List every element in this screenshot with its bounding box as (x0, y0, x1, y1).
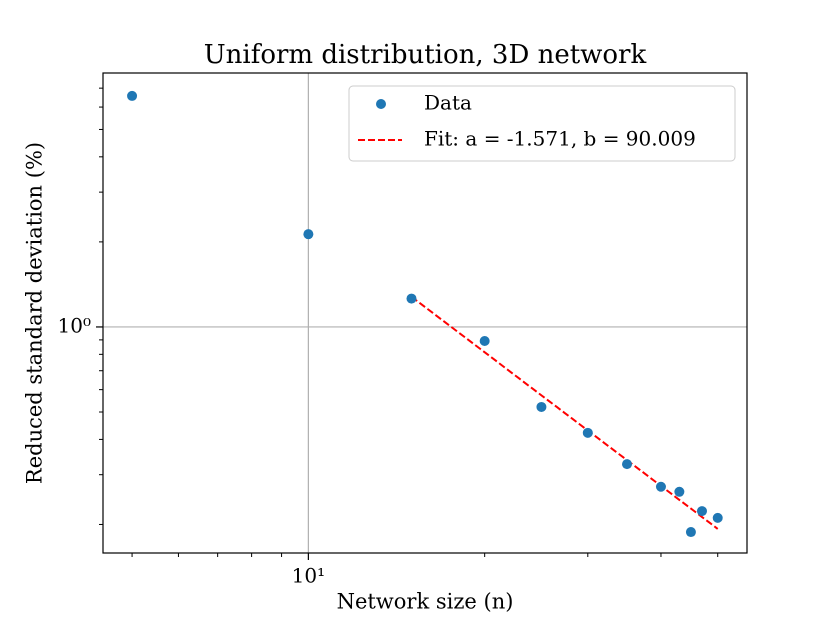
data-point (303, 229, 314, 240)
data-point (479, 335, 490, 346)
legend-box (348, 85, 736, 162)
legend-marker (376, 99, 386, 109)
chart-title: Uniform distribution, 3D network (204, 40, 647, 70)
legend-label: Fit: a = -1.571, b = 90.009 (424, 127, 696, 151)
data-point (536, 401, 547, 412)
fit-line (410, 296, 719, 530)
data-point (406, 293, 417, 304)
data-point (622, 459, 633, 470)
plot-frame (102, 72, 748, 554)
data-point (127, 90, 138, 101)
x-axis-label: Network size (n) (337, 590, 514, 614)
data-point (685, 527, 696, 538)
legend-label: Data (424, 91, 472, 115)
data-point (674, 486, 685, 497)
data-point (655, 481, 666, 492)
data-point (582, 427, 593, 438)
data-point (696, 506, 707, 517)
y-axis-label: Reduced standard deviation (%) (23, 142, 47, 484)
x-tick-label: 10¹ (292, 564, 325, 588)
y-tick-label: 10⁰ (58, 313, 91, 337)
data-point (712, 512, 723, 523)
